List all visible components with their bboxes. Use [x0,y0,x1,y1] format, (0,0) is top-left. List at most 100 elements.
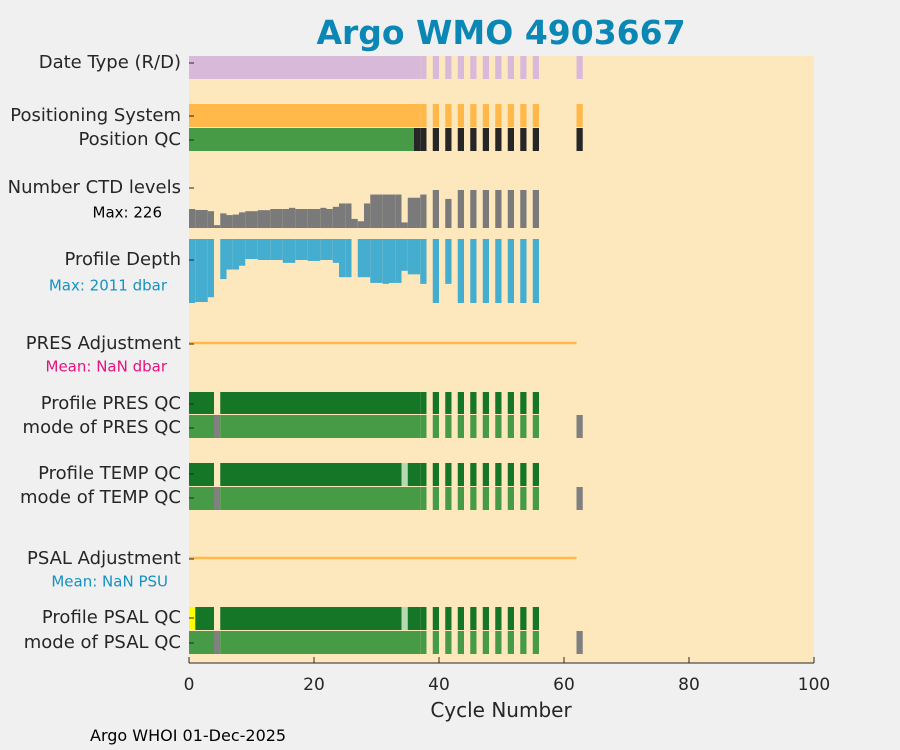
mode-temp-qc-segment [470,487,477,510]
mode-pres-qc-segment [220,415,421,438]
mode-pres-qc-segment [214,415,221,438]
profile-temp-qc-segment [470,463,477,486]
ctd-levels-bar [345,203,352,228]
profile-pres-qc-segment [445,392,452,414]
profile-depth-bar [376,239,383,283]
positioning-system-segment [482,104,489,127]
mode-psal-qc-segment [445,631,452,654]
ctd-levels-series [189,190,539,228]
positioning-system-segment [445,104,452,127]
profile-depth-series [189,239,539,303]
mode-pres-qc-segment [532,415,539,438]
mode-temp-qc-segment [214,487,221,510]
profile-pres-qc-segment [520,392,527,414]
ctd-levels-bar [289,207,296,228]
profile-depth-bar [414,239,421,275]
row-labels: Date Type (R/D) Positioning System Positio… [8,52,194,653]
ctd-levels-bar [382,194,389,228]
profile-pres-qc-label: Profile PRES QC [41,393,181,414]
ctd-levels-bar [195,210,202,228]
mode-psal-qc-segment [220,631,421,654]
date-type-segment [532,56,539,79]
profile-depth-bar [295,239,302,261]
position-qc-segment [457,128,464,151]
ctd-levels-bar [520,190,527,228]
position-qc-segment [520,128,527,151]
profile-depth-bar [282,239,289,263]
positioning-system-segment [432,104,439,127]
profile-depth-bar [201,239,208,303]
position-qc-label: Position QC [78,129,181,150]
positioning-system-segment [189,104,421,127]
profile-psal-qc-segment [420,607,427,630]
mode-psal-qc-segment [189,631,214,654]
position-qc-segment [445,128,452,151]
mode-psal-qc-label: mode of PSAL QC [24,632,181,653]
x-tick-label: 40 [428,675,450,695]
profile-pres-qc-segment [189,392,214,414]
profile-psal-qc-segment [445,607,452,630]
profile-psal-qc-segment [532,607,539,630]
profile-depth-bar [326,239,333,261]
ctd-levels-label: Number CTD levels [8,177,181,198]
position-qc-segment [576,128,583,151]
profile-pres-qc-segment [432,392,439,414]
profile-psal-qc-segment [220,607,402,630]
profile-depth-bar [189,239,196,303]
ctd-levels-bar [251,211,258,228]
profile-psal-qc-series [189,607,539,630]
chart-title: Argo WMO 4903667 [316,13,685,52]
mode-pres-qc-segment [482,415,489,438]
mode-pres-qc-segment [445,415,452,438]
position-qc-segment [420,128,427,151]
position-qc-segment [470,128,477,151]
profile-psal-qc-segment [482,607,489,630]
mode-psal-qc-segment [507,631,514,654]
profile-pres-qc-segment [220,392,421,414]
profile-depth-bar [432,239,439,303]
profile-depth-bar [195,239,202,303]
ctd-levels-bar [214,225,221,228]
ctd-levels-bar [220,213,227,228]
position-qc-segment [414,128,421,151]
mode-temp-qc-segment [576,487,583,510]
profile-pres-qc-segment [457,392,464,414]
profile-pres-qc-segment [470,392,477,414]
ctd-levels-bar [232,214,239,228]
mode-temp-qc-segment [445,487,452,510]
position-qc-series [189,128,583,151]
mode-pres-qc-segment [457,415,464,438]
profile-temp-qc-segment [520,463,527,486]
date-type-segment [507,56,514,79]
mode-psal-qc-segment [495,631,502,654]
mode-temp-qc-segment [220,487,421,510]
mode-psal-qc-segment [432,631,439,654]
ctd-levels-bar [270,209,277,228]
profile-depth-annotation: Max: 2011 dbar [49,277,168,295]
profile-psal-qc-segment [470,607,477,630]
profile-depth-bar [482,239,489,303]
ctd-levels-bar [401,222,408,228]
profile-temp-qc-segment [482,463,489,486]
ctd-levels-bar [432,190,439,228]
x-tick-label: 80 [678,675,700,695]
ctd-levels-annotation: Max: 226 [93,204,162,222]
ctd-levels-bar [332,206,339,228]
profile-depth-bar [226,239,233,270]
ctd-levels-bar [226,215,233,228]
profile-depth-bar [339,239,346,278]
ctd-levels-bar [357,221,364,228]
profile-depth-bar [207,239,214,298]
profile-temp-qc-segment [401,463,408,486]
ctd-levels-bar [457,190,464,228]
profile-temp-qc-segment [420,463,427,486]
ctd-levels-bar [482,190,489,228]
profile-depth-bar [314,239,321,261]
profile-psal-qc-segment [495,607,502,630]
profile-temp-qc-segment [445,463,452,486]
ctd-levels-bar [364,203,371,228]
profile-temp-qc-label: Profile TEMP QC [38,463,181,484]
date-type-segment [457,56,464,79]
date-type-segment [189,56,421,79]
